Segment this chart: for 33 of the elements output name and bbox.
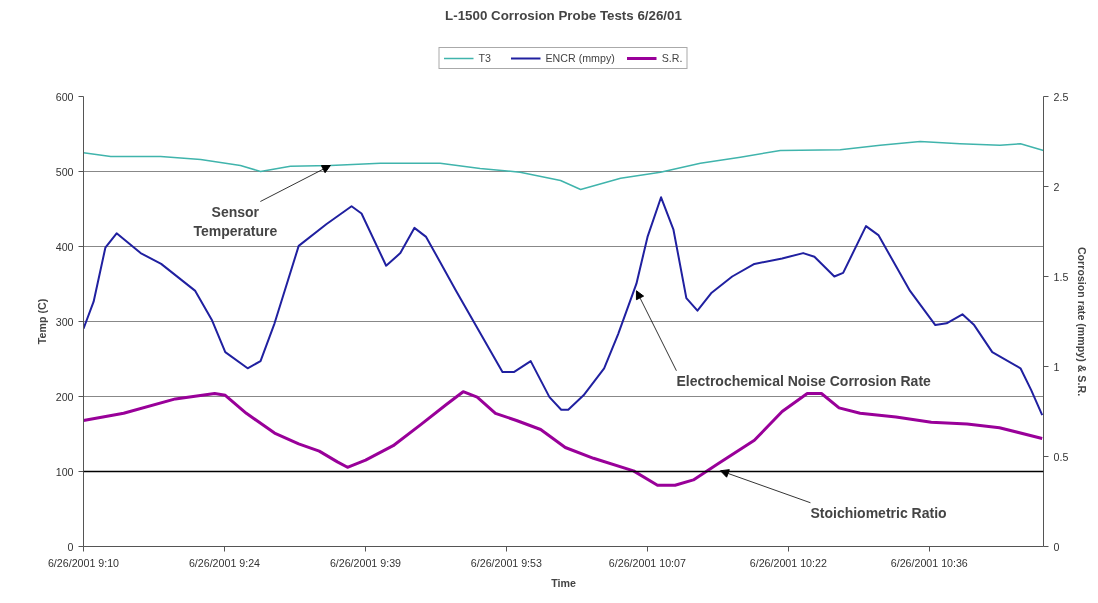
x-tick-label: 6/26/2001 10:36 <box>890 556 968 569</box>
x-tick-label: 6/26/2001 9:39 <box>329 556 402 569</box>
annotation: Sensor Temperature <box>193 203 278 239</box>
y-tick-label: 300 <box>55 315 74 328</box>
y2-axis-title: Corrosion rate (mmpy) & S.R. <box>1076 246 1089 397</box>
y-tick-label: 200 <box>55 390 74 403</box>
y-tick-label: 100 <box>55 465 74 478</box>
y2-tick-label: 0.5 <box>1053 450 1069 463</box>
y-axis-title: Temp (C) <box>35 298 48 345</box>
x-tick-label: 6/26/2001 9:10 <box>47 556 120 569</box>
legend-label: S.R. <box>661 51 683 64</box>
annotation: Electrochemical Noise Corrosion Rate <box>676 372 932 389</box>
x-tick-label: 6/26/2001 10:22 <box>749 556 827 569</box>
line-series <box>83 390 1044 487</box>
y2-tick-label: 2.5 <box>1053 90 1069 103</box>
y-tick-label: 500 <box>55 165 74 178</box>
legend-label: T3 <box>478 51 492 64</box>
y-tick-label: 600 <box>55 90 74 103</box>
x-axis-title: Time <box>551 576 576 589</box>
x-tick-label: 6/26/2001 9:53 <box>470 556 543 569</box>
y-tick-label: 0 <box>67 540 74 553</box>
x-tick-label: 6/26/2001 9:24 <box>188 556 261 569</box>
chart-title: L-1500 Corrosion Probe Tests 6/26/01 <box>445 7 683 23</box>
y2-tick-label: 1.5 <box>1053 270 1069 283</box>
x-tick-label: 6/26/2001 10:07 <box>608 556 686 569</box>
y2-tick-label: 2 <box>1053 180 1060 193</box>
legend-label: ENCR (mmpy) <box>545 51 615 64</box>
y2-tick-label: 0 <box>1053 540 1060 553</box>
line-series <box>83 140 1044 191</box>
line-series <box>83 196 1044 417</box>
y2-tick-label: 1 <box>1053 360 1060 373</box>
annotation: Stoichiometric Ratio <box>810 504 947 521</box>
y-tick-label: 400 <box>55 240 74 253</box>
